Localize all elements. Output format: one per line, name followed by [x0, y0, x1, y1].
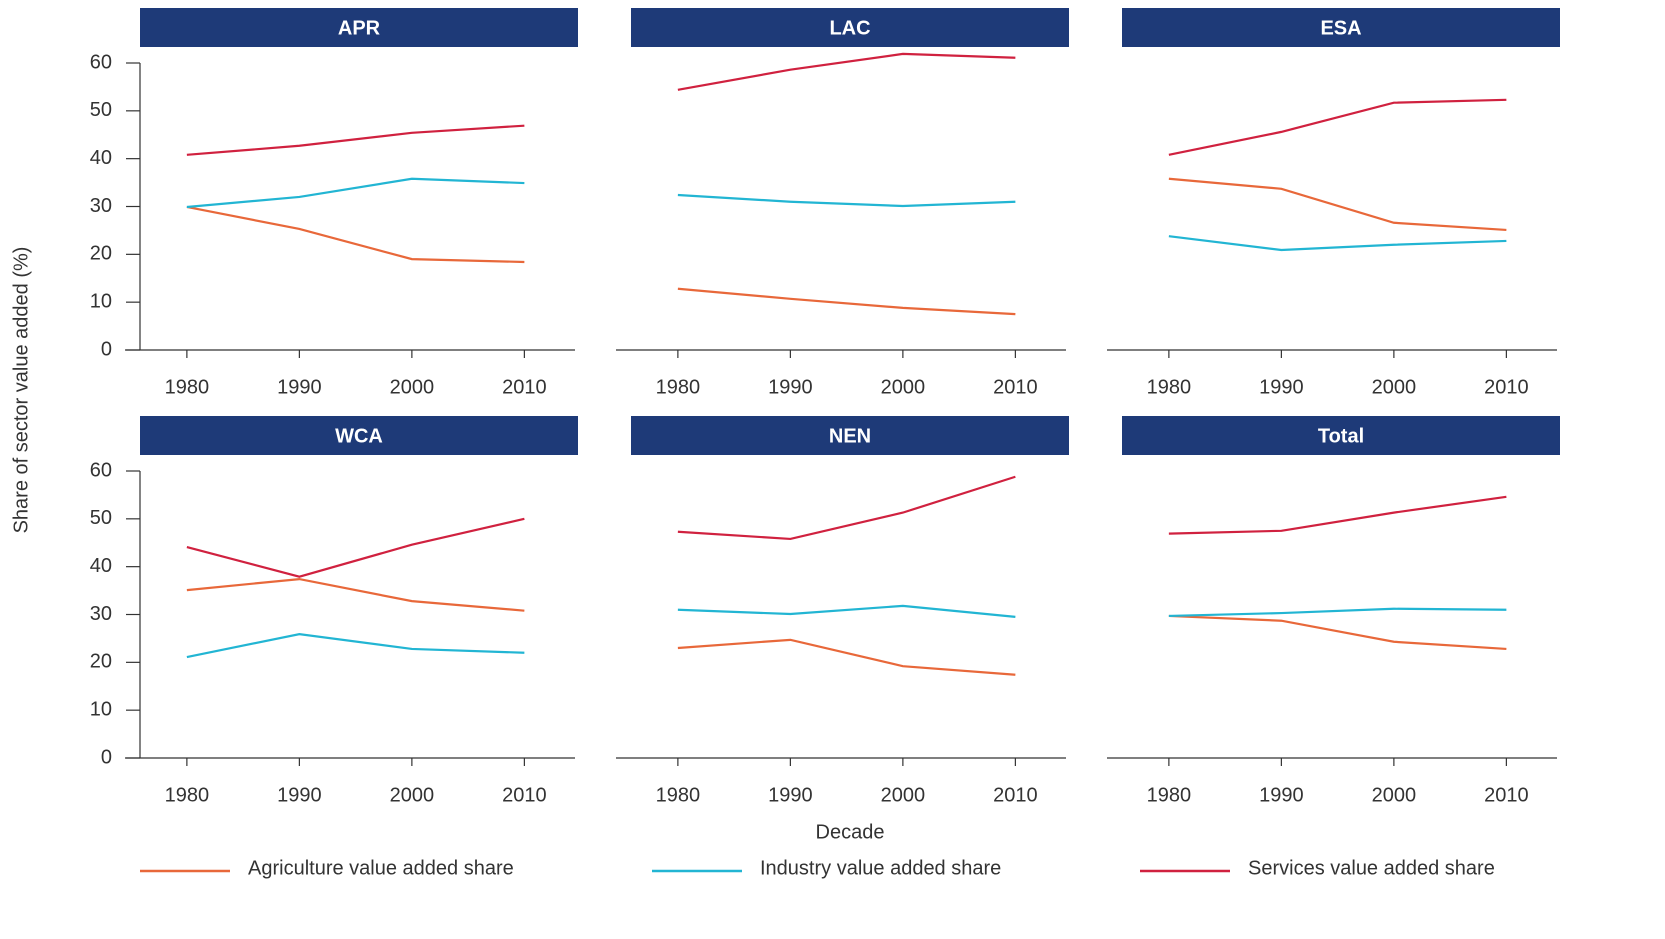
x-tick-label: 1990: [277, 376, 322, 398]
y-tick-label: 30: [90, 603, 112, 625]
panel-title-bar: [631, 416, 1069, 455]
y-tick-label: 0: [101, 746, 112, 768]
x-tick-label: 2010: [1484, 376, 1529, 398]
y-tick-label: 20: [90, 651, 112, 673]
y-tick-label: 0: [101, 338, 112, 360]
legend-label: Industry value added share: [760, 857, 1001, 879]
panel-title-bar: [140, 8, 578, 47]
x-tick-label: 1980: [1147, 784, 1192, 806]
panel-title: ESA: [1320, 17, 1361, 39]
series-line: [677, 193, 1016, 208]
series-line: [186, 205, 525, 264]
x-tick-label: 1980: [656, 784, 701, 806]
x-tick-label: 2010: [502, 376, 547, 398]
series-line: [1168, 607, 1507, 618]
panel-title: LAC: [829, 17, 870, 39]
x-tick-label: 2000: [390, 376, 435, 398]
x-tick-label: 2000: [881, 376, 926, 398]
panel-title-bar: [631, 8, 1069, 47]
x-tick-label: 2010: [993, 784, 1038, 806]
x-tick-label: 2000: [1372, 376, 1417, 398]
panel-title-bar: [1122, 416, 1560, 455]
series-line: [1168, 614, 1507, 651]
series-line: [677, 604, 1016, 618]
x-axis-label: Decade: [816, 821, 885, 843]
series-line: [677, 475, 1016, 541]
series-line: [1168, 98, 1507, 156]
series-line: [677, 287, 1016, 316]
x-tick-label: 2000: [1372, 784, 1417, 806]
series-line: [186, 177, 525, 209]
y-tick-label: 50: [90, 99, 112, 121]
x-tick-label: 1990: [768, 376, 813, 398]
series-line: [186, 632, 525, 659]
x-tick-label: 1980: [165, 376, 210, 398]
x-tick-label: 2000: [390, 784, 435, 806]
x-tick-label: 1990: [1259, 376, 1304, 398]
panel-title: APR: [338, 17, 381, 39]
y-tick-label: 10: [90, 698, 112, 720]
panel-title: NEN: [829, 425, 871, 447]
series-line: [677, 52, 1016, 91]
x-tick-label: 1990: [277, 784, 322, 806]
y-tick-label: 20: [90, 243, 112, 265]
y-tick-label: 60: [90, 459, 112, 481]
y-tick-label: 40: [90, 147, 112, 169]
y-axis-label: Share of sector value added (%): [10, 247, 32, 534]
x-tick-label: 2010: [993, 376, 1038, 398]
series-line: [186, 517, 525, 578]
y-tick-label: 10: [90, 290, 112, 312]
series-line: [1168, 495, 1507, 535]
panel-title: WCA: [335, 425, 383, 447]
series-line: [186, 577, 525, 612]
x-tick-label: 2010: [502, 784, 547, 806]
legend-label: Agriculture value added share: [248, 857, 514, 879]
panel-title-bar: [140, 416, 578, 455]
y-tick-label: 30: [90, 195, 112, 217]
panel-title-bar: [1122, 8, 1560, 47]
y-tick-label: 60: [90, 51, 112, 73]
x-tick-label: 2000: [881, 784, 926, 806]
x-tick-label: 2010: [1484, 784, 1529, 806]
panel-title: Total: [1318, 425, 1364, 447]
legend-label: Services value added share: [1248, 857, 1495, 879]
x-tick-label: 1990: [1259, 784, 1304, 806]
series-line: [677, 638, 1016, 676]
x-tick-label: 1980: [1147, 376, 1192, 398]
series-line: [1168, 177, 1507, 232]
x-tick-label: 1990: [768, 784, 813, 806]
series-line: [186, 124, 525, 156]
x-tick-label: 1980: [165, 784, 210, 806]
y-tick-label: 40: [90, 555, 112, 577]
y-tick-label: 50: [90, 507, 112, 529]
x-tick-label: 1980: [656, 376, 701, 398]
series-line: [1168, 235, 1507, 252]
